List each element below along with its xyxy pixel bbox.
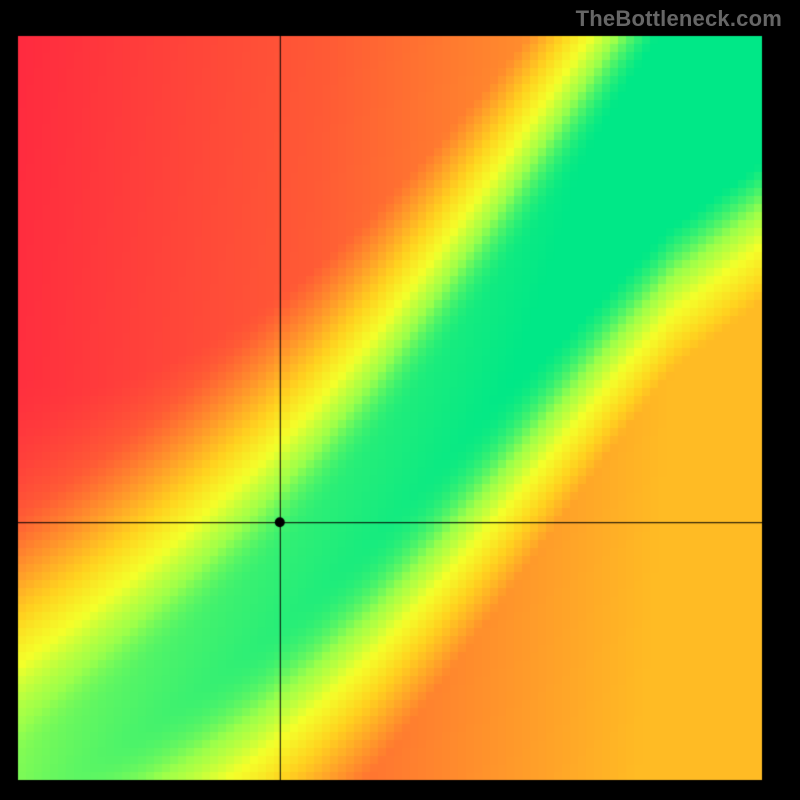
bottleneck-heatmap	[0, 0, 800, 800]
watermark-text: TheBottleneck.com	[576, 6, 782, 32]
